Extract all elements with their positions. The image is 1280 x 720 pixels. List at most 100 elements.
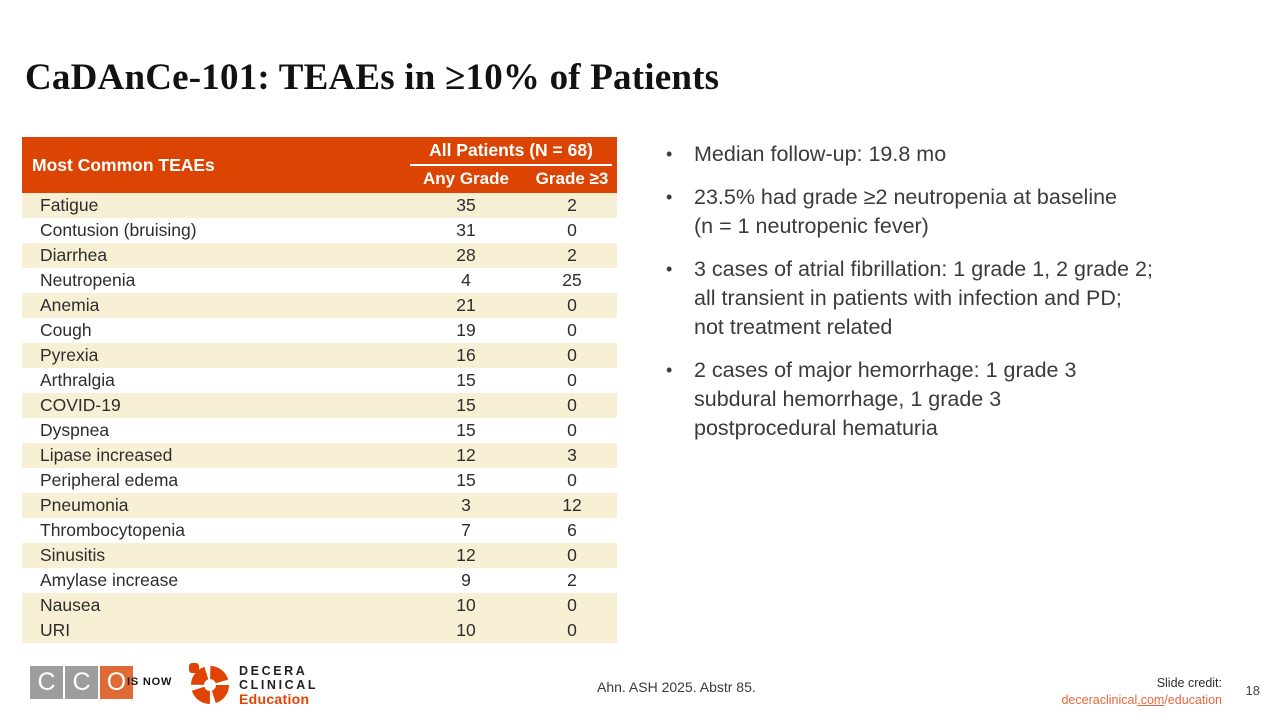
table-header-right: All Patients (N = 68) Any Grade Grade ≥3 xyxy=(405,137,617,193)
grade3-value: 0 xyxy=(567,545,577,565)
bullet-text: 2 cases of major hemorrhage: 1 grade 3 s… xyxy=(694,358,1077,440)
table-row: Pyrexia 16 0 xyxy=(22,343,617,368)
teae-name: Amylase increase xyxy=(40,570,179,590)
table-row: Thrombocytopenia 7 6 xyxy=(22,518,617,543)
teae-name: Dyspnea xyxy=(40,420,110,440)
teae-name: Diarrhea xyxy=(40,245,108,265)
grade3-value: 0 xyxy=(567,295,577,315)
teae-name: Cough xyxy=(40,320,92,340)
grade3-value: 3 xyxy=(567,445,577,465)
teae-name: Pyrexia xyxy=(40,345,99,365)
any-grade-value: 12 xyxy=(456,445,476,465)
slide-credit: Slide credit: deceraclinical.com/educati… xyxy=(1061,675,1222,709)
any-grade-value: 35 xyxy=(456,195,476,215)
bullet-marker: • xyxy=(666,360,673,380)
bullet-item: • 23.5% had grade ≥2 neutropenia at basel… xyxy=(666,183,1246,241)
table-row: Lipase increased 12 3 xyxy=(22,443,617,468)
any-grade-value: 15 xyxy=(456,370,476,390)
grade3-value: 0 xyxy=(567,620,577,640)
table-row: Peripheral edema 15 0 xyxy=(22,468,617,493)
any-grade-value: 19 xyxy=(456,320,476,340)
cco-logo-letter: C xyxy=(30,666,63,699)
table-row: Amylase increase 9 2 xyxy=(22,568,617,593)
column-header-any-grade: Any Grade xyxy=(423,168,509,188)
page-title: CaDAnCe-101: TEAEs in ≥10% of Patients xyxy=(25,57,720,98)
table-row: URI 10 0 xyxy=(22,618,617,643)
table-row: Fatigue 35 2 xyxy=(22,193,617,218)
grade3-value: 0 xyxy=(567,370,577,390)
grade3-value: 0 xyxy=(567,395,577,415)
bullet-text: 23.5% had grade ≥2 neutropenia at baseli… xyxy=(694,185,1118,238)
bullet-marker: • xyxy=(666,144,673,164)
grade3-value: 0 xyxy=(567,470,577,490)
table-row: Sinusitis 12 0 xyxy=(22,543,617,568)
teae-name: Contusion (bruising) xyxy=(40,220,197,240)
any-grade-value: 12 xyxy=(456,545,476,565)
grade3-value: 2 xyxy=(567,195,577,215)
column-group-all-patients: All Patients (N = 68) xyxy=(410,137,612,166)
is-now-label: IS NOW xyxy=(127,676,173,688)
teae-name: Anemia xyxy=(40,295,100,315)
table-row: Contusion (bruising) 31 0 xyxy=(22,218,617,243)
grade3-value: 0 xyxy=(567,320,577,340)
decera-logo: DECERA CLINICAL Education xyxy=(188,662,318,709)
cco-logo-letter: O xyxy=(100,666,133,699)
any-grade-value: 31 xyxy=(456,220,476,240)
table-row: Diarrhea 28 2 xyxy=(22,243,617,268)
grade3-value: 6 xyxy=(567,520,577,540)
table-header: Most Common TEAEs All Patients (N = 68) … xyxy=(22,137,617,193)
decera-word: DECERA xyxy=(239,663,308,678)
any-grade-value: 7 xyxy=(461,520,471,540)
teae-name: URI xyxy=(40,620,71,640)
teae-name: Fatigue xyxy=(40,195,99,215)
table-row: COVID-19 15 0 xyxy=(22,393,617,418)
grade3-value: 0 xyxy=(567,595,577,615)
teae-name: Nausea xyxy=(40,595,101,615)
any-grade-value: 10 xyxy=(456,620,476,640)
any-grade-value: 16 xyxy=(456,345,476,365)
bullet-text: 3 cases of atrial fibrillation: 1 grade … xyxy=(694,257,1153,339)
page-number: 18 xyxy=(1245,683,1260,698)
grade3-value: 2 xyxy=(567,570,577,590)
table-row: Pneumonia 3 12 xyxy=(22,493,617,518)
any-grade-value: 4 xyxy=(461,270,471,290)
notes-list: • Median follow-up: 19.8 mo • 23.5% had gra… xyxy=(666,140,1246,457)
table-row: Arthralgia 15 0 xyxy=(22,368,617,393)
any-grade-value: 21 xyxy=(456,295,476,315)
teae-name: Peripheral edema xyxy=(40,470,179,490)
slide-credit-link[interactable]: deceraclinical.com/education xyxy=(1061,692,1222,707)
bullet-marker: • xyxy=(666,187,673,207)
teae-name: COVID-19 xyxy=(40,395,121,415)
table-row: Anemia 21 0 xyxy=(22,293,617,318)
grade3-value: 0 xyxy=(567,420,577,440)
grade3-value: 2 xyxy=(567,245,577,265)
bullet-text: Median follow-up: 19.8 mo xyxy=(694,142,947,166)
table-row: Dyspnea 15 0 xyxy=(22,418,617,443)
column-header-grade3: Grade ≥3 xyxy=(535,168,609,188)
bullet-marker: • xyxy=(666,259,673,279)
bullet-item: • 3 cases of atrial fibrillation: 1 grade… xyxy=(666,255,1246,342)
teae-name: Thrombocytopenia xyxy=(40,520,185,540)
any-grade-value: 9 xyxy=(461,570,471,590)
decera-logo-text: DECERA CLINICAL Education xyxy=(239,664,318,708)
slide-credit-label: Slide credit: xyxy=(1156,676,1222,690)
cco-logo-letter: C xyxy=(65,666,98,699)
citation: Ahn. ASH 2025. Abstr 85. xyxy=(597,679,756,695)
grade3-value: 0 xyxy=(567,345,577,365)
any-grade-value: 28 xyxy=(456,245,476,265)
any-grade-value: 15 xyxy=(456,470,476,490)
column-header-teae: Most Common TEAEs xyxy=(32,154,215,175)
table-subheader: Any Grade Grade ≥3 xyxy=(405,166,617,191)
teae-table-body: Fatigue 35 2 Contusion (bruising) 31 0 Diarrhe… xyxy=(22,193,617,643)
teae-table: Most Common TEAEs All Patients (N = 68) … xyxy=(22,137,617,643)
education-word: Education xyxy=(239,690,310,707)
teae-name: Pneumonia xyxy=(40,495,129,515)
table-row: Nausea 10 0 xyxy=(22,593,617,618)
teae-name: Neutropenia xyxy=(40,270,136,290)
bullet-item: • Median follow-up: 19.8 mo xyxy=(666,140,1246,169)
decera-pinwheel-icon xyxy=(188,662,230,709)
any-grade-value: 15 xyxy=(456,395,476,415)
grade3-value: 0 xyxy=(567,220,577,240)
clinical-word: CLINICAL xyxy=(239,677,319,692)
